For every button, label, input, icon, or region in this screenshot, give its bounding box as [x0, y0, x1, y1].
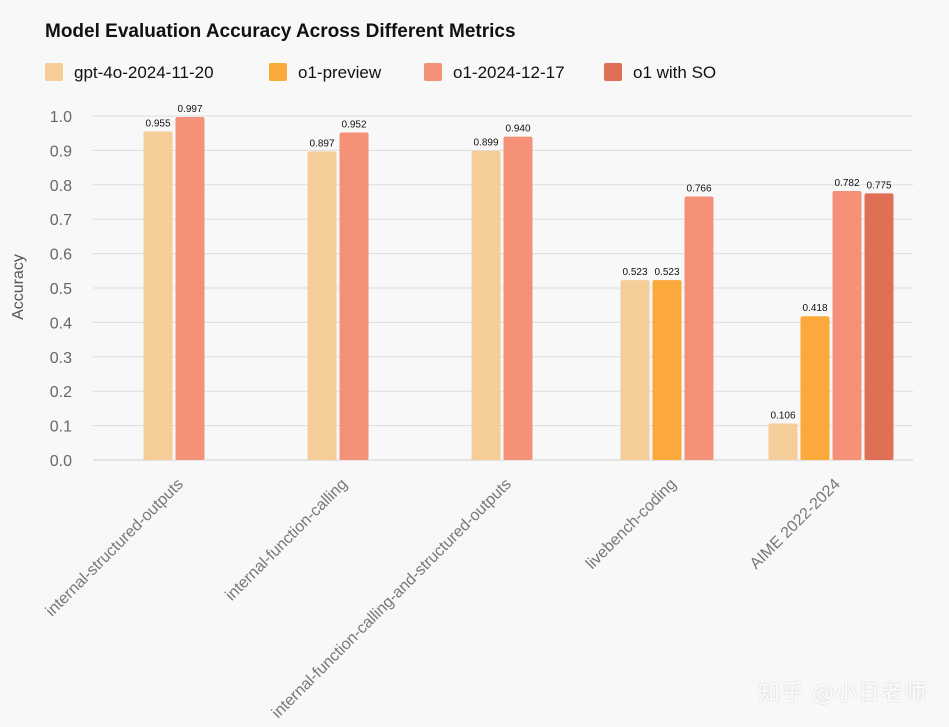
bar-value-label: 0.766 [686, 183, 711, 194]
legend: gpt-4o-2024-11-20 o1-preview o1-2024-12-17… [45, 63, 716, 82]
y-tick-label: 0.2 [50, 384, 72, 401]
legend-label: o1-preview [298, 63, 382, 82]
bar [339, 132, 369, 460]
y-tick-label: 0.1 [50, 419, 72, 436]
bar-value-label: 0.955 [145, 118, 170, 129]
bar [768, 423, 798, 460]
x-category-label: internal-structured-outputs [43, 476, 187, 620]
y-tick-label: 0.6 [50, 247, 72, 264]
legend-label: o1 with SO [633, 63, 716, 82]
gridlines [93, 115, 913, 461]
chart-title: Model Evaluation Accuracy Across Differe… [45, 21, 516, 42]
y-axis-title: Accuracy [10, 254, 27, 320]
legend-label: o1-2024-12-17 [453, 63, 565, 82]
x-axis: internal-structured-outputs internal-func… [43, 476, 844, 722]
bar [471, 150, 501, 460]
legend-swatch [604, 63, 622, 81]
bar-value-labels: 0.955 0.997 0.897 0.952 0.899 0.940 0.523 0.523… [145, 104, 891, 422]
y-tick-label: 1.0 [50, 109, 72, 126]
legend-label: gpt-4o-2024-11-20 [74, 63, 214, 82]
y-tick-label: 0.5 [50, 281, 72, 298]
legend-swatch [424, 63, 442, 81]
bar-value-label: 0.782 [834, 178, 859, 189]
legend-swatch [269, 63, 287, 81]
bar [503, 136, 533, 460]
bar [864, 193, 894, 460]
bar [307, 151, 337, 460]
bar [652, 280, 682, 460]
bars [143, 117, 894, 461]
y-tick-label: 0.8 [50, 178, 72, 195]
bar-value-label: 0.899 [473, 138, 498, 149]
bar [832, 190, 862, 460]
y-tick-label: 0.0 [50, 453, 72, 470]
bar-value-label: 0.897 [309, 138, 334, 149]
bar [684, 196, 714, 460]
bar-value-label: 0.997 [177, 104, 202, 115]
legend-swatch [45, 63, 63, 81]
y-tick-label: 0.4 [50, 315, 72, 332]
bar-value-label: 0.523 [654, 267, 679, 278]
bar [175, 117, 205, 461]
x-category-label: livebench-coding [583, 476, 680, 573]
y-tick-label: 0.9 [50, 143, 72, 160]
bar-value-label: 0.523 [622, 267, 647, 278]
y-axis: 0.0 0.1 0.2 0.3 0.4 0.5 0.6 0.7 0.8 0.9 1.0 [50, 109, 72, 470]
bar-value-label: 0.940 [505, 124, 530, 135]
bar-value-label: 0.106 [770, 411, 795, 422]
bar-value-label: 0.418 [802, 303, 827, 314]
y-tick-label: 0.7 [50, 212, 72, 229]
bar [620, 280, 650, 460]
bar-value-label: 0.952 [341, 120, 366, 131]
x-category-label: AIME 2022-2024 [747, 476, 844, 573]
bar [800, 316, 830, 460]
bar-value-label: 0.775 [866, 180, 891, 191]
bar [143, 131, 173, 461]
x-category-label: internal-function-calling [222, 476, 350, 604]
watermark: 知乎 @小日老师 [758, 681, 927, 706]
y-tick-label: 0.3 [50, 350, 72, 367]
